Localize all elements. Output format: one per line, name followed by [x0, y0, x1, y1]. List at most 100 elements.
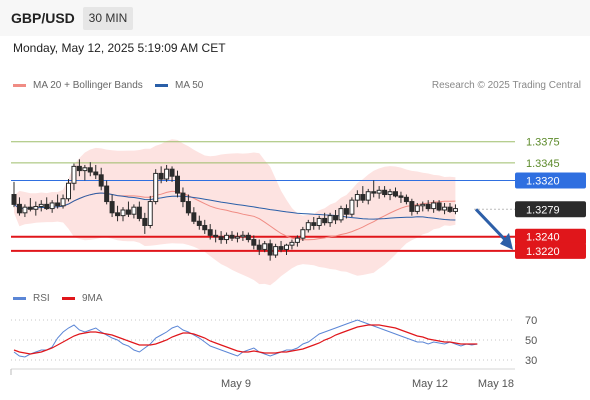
- candle-down: [360, 194, 366, 201]
- candle-down: [98, 174, 104, 187]
- target-level-label: 1.3375: [526, 137, 560, 149]
- candle-up: [224, 234, 230, 241]
- support-label-box: [515, 242, 586, 259]
- resistance-label-box: [515, 172, 586, 189]
- 9ma-legend-swatch: [62, 297, 75, 300]
- candle-down: [251, 239, 257, 246]
- rsi-tick-label: 70: [525, 315, 537, 327]
- candle-down: [175, 175, 180, 194]
- candle-down: [202, 224, 208, 231]
- legend-rsi: RSI: [13, 293, 50, 304]
- candle-down: [256, 244, 262, 250]
- candle-down: [229, 234, 235, 239]
- candle-down: [425, 203, 431, 210]
- candle-down: [76, 165, 82, 172]
- legend-ma20-bollinger: MA 20 + Bollinger Bands: [13, 80, 143, 91]
- candle-up: [262, 243, 268, 250]
- target-level-label: 1.3345: [526, 158, 560, 170]
- ma20-legend-swatch: [13, 84, 26, 87]
- candle-down: [180, 192, 186, 203]
- candle-down: [311, 222, 317, 226]
- current-label-box: [515, 201, 586, 218]
- ma50-legend-swatch: [155, 84, 168, 87]
- candle-up: [82, 167, 88, 172]
- candle-down: [158, 172, 164, 180]
- x-tick-label: May 9: [221, 378, 251, 390]
- resistance-level-label: 1.3320: [526, 175, 560, 187]
- rsi-9ma-line: [13, 324, 478, 355]
- candle-down: [393, 191, 398, 197]
- forecast-arrow: [474, 208, 513, 250]
- support-label-box: [515, 228, 586, 245]
- candle-down: [27, 206, 33, 210]
- candle-down: [322, 217, 328, 224]
- candle-up: [414, 205, 420, 212]
- rsi-tick-label: 50: [525, 335, 537, 347]
- candle-up: [300, 229, 306, 239]
- candle-up: [365, 191, 371, 201]
- candle-down: [16, 203, 22, 214]
- candle-up: [22, 206, 28, 214]
- rsi-line: [13, 319, 478, 358]
- candle-down: [11, 194, 17, 205]
- candle-up: [354, 194, 360, 201]
- candle-up: [338, 208, 344, 221]
- ma20-legend-label: MA 20 + Bollinger Bands: [33, 80, 143, 91]
- candle-down: [125, 209, 131, 215]
- support-level-label: 1.3240: [526, 232, 560, 244]
- candle-down: [278, 246, 284, 250]
- candle-up: [294, 237, 300, 243]
- candle-up: [431, 202, 437, 210]
- moving-averages: [13, 190, 456, 241]
- candle-up: [240, 234, 246, 238]
- candle-down: [409, 201, 415, 212]
- rsi-tick-label: 30: [525, 355, 537, 367]
- copyright-notice: Research © 2025 Trading Central: [431, 80, 581, 91]
- candle-down: [218, 236, 224, 241]
- candle-up: [147, 201, 153, 226]
- candle-up: [349, 199, 355, 215]
- candle-down: [136, 206, 142, 219]
- candle-down: [436, 202, 442, 211]
- candle-down: [104, 185, 110, 203]
- candle-down: [398, 195, 404, 198]
- price-levels: [11, 141, 515, 252]
- candle-down: [93, 171, 99, 176]
- candle-up: [38, 203, 44, 207]
- candle-down: [267, 243, 273, 256]
- candle-up: [420, 203, 426, 207]
- candle-down: [115, 212, 121, 217]
- 9ma-legend-label: 9MA: [82, 293, 103, 304]
- candle-down: [333, 215, 339, 221]
- x-tick-label: May 18: [478, 378, 514, 390]
- forecast-arrow-shaft: [474, 208, 509, 243]
- candle-down: [343, 208, 349, 215]
- candle-down: [55, 202, 61, 207]
- candle-down: [142, 217, 148, 226]
- timeframe-button[interactable]: 30 MIN: [83, 7, 133, 30]
- candle-up: [273, 246, 279, 256]
- ma50-legend-label: MA 50: [175, 80, 204, 91]
- support-level-label: 1.3220: [526, 246, 560, 258]
- candle-down: [213, 234, 219, 238]
- candle-up: [327, 215, 333, 224]
- x-axis: May 9 May 12 May 18: [10, 368, 515, 390]
- candle-up: [316, 217, 322, 226]
- candle-up: [33, 205, 39, 210]
- candle-up: [120, 209, 126, 217]
- candle-down: [185, 201, 191, 214]
- candle-up: [153, 172, 159, 203]
- candle-down: [245, 234, 251, 241]
- candle-up: [234, 236, 240, 239]
- candle-up: [452, 208, 458, 212]
- ma50-line: [13, 192, 456, 221]
- candle-down: [87, 167, 93, 173]
- candle-up: [442, 206, 448, 211]
- candle-down: [191, 212, 197, 222]
- candle-up: [387, 191, 393, 196]
- rsi-panel: 70 50 30: [11, 315, 537, 367]
- candle-up: [131, 206, 137, 215]
- candle-up: [305, 222, 311, 231]
